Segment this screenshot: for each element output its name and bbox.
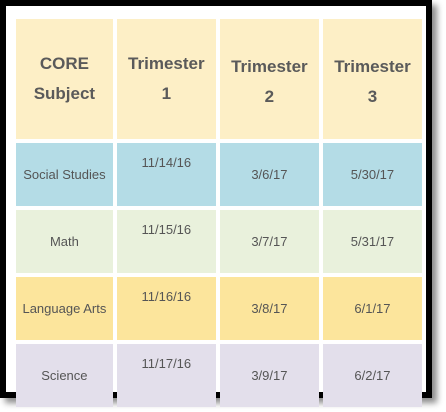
table-row-language-arts: Language Arts 11/16/16 3/8/17 6/1/17 [16,277,422,340]
trimester-1-date: 11/15/16 [116,210,216,273]
trimester-1-date: 11/14/16 [116,143,216,206]
trimester-1-date: 11/16/16 [116,277,216,340]
subject-cell: Science [16,344,113,407]
trimester-3-date: 5/31/17 [322,210,422,273]
trimester-schedule-table: CORE Subject Trimester 1 Trimester 2 Tri… [12,15,426,411]
trimester-2-date: 3/8/17 [219,277,319,340]
header-trimester-2-line2: 2 [264,87,275,106]
header-trimester-1-line2: 1 [161,84,172,103]
table-container: CORE Subject Trimester 1 Trimester 2 Tri… [6,6,426,407]
trimester-2-date: 3/9/17 [219,344,319,407]
header-trimester-1: Trimester 1 [116,19,216,139]
header-trimester-2-line1: Trimester [231,57,308,76]
subject-cell: Math [16,210,113,273]
header-trimester-3: Trimester 3 [322,19,422,139]
header-trimester-3-line1: Trimester [334,57,411,76]
trimester-2-date: 3/7/17 [219,210,319,273]
trimester-3-date: 5/30/17 [322,143,422,206]
header-row: CORE Subject Trimester 1 Trimester 2 Tri… [16,19,422,139]
trimester-3-date: 6/2/17 [322,344,422,407]
trimester-2-date: 3/6/17 [219,143,319,206]
subject-cell: Social Studies [16,143,113,206]
table-frame: CORE Subject Trimester 1 Trimester 2 Tri… [0,0,432,407]
table-row-science: Science 11/17/16 3/9/17 6/2/17 [16,344,422,407]
header-trimester-2: Trimester 2 [219,19,319,139]
header-core-subject-line2: Subject [33,84,96,103]
trimester-1-date: 11/17/16 [116,344,216,407]
header-core-subject: CORE Subject [16,19,113,139]
subject-cell: Language Arts [16,277,113,340]
table-row-math: Math 11/15/16 3/7/17 5/31/17 [16,210,422,273]
header-trimester-3-line2: 3 [367,87,378,106]
header-trimester-1-line1: Trimester [128,54,205,73]
table-row-social-studies: Social Studies 11/14/16 3/6/17 5/30/17 [16,143,422,206]
trimester-3-date: 6/1/17 [322,277,422,340]
header-core-subject-line1: CORE [39,54,89,73]
